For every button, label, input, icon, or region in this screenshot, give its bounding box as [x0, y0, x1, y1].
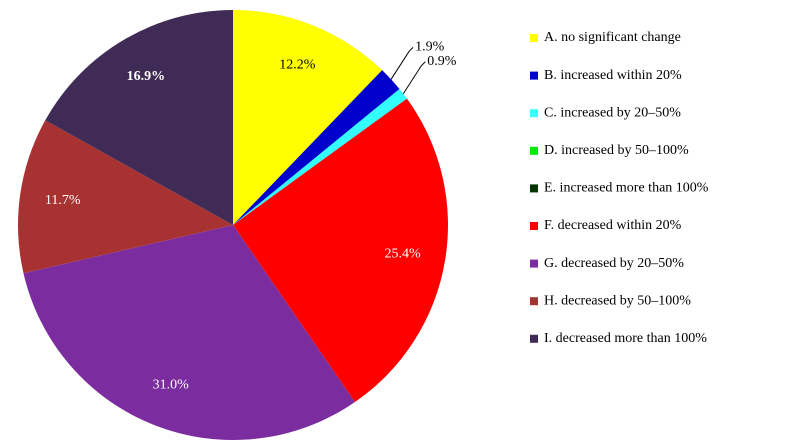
data-label: 31.0%: [153, 378, 190, 393]
legend-label: G. decreased by 20–50%: [544, 256, 684, 271]
pie-slice: [233, 70, 400, 225]
legend-label: E. increased more than 100%: [544, 181, 709, 196]
data-label: 16.9%: [127, 69, 166, 84]
legend-swatch: [530, 184, 538, 193]
legend-swatch: [530, 334, 538, 343]
pie-slice: [45, 10, 234, 225]
legend-label: D. increased by 50–100%: [544, 143, 689, 158]
pie-slice: [233, 88, 407, 226]
data-label: 12.2%: [279, 58, 316, 73]
legend-label: C. increased by 20–50%: [544, 105, 681, 120]
legend-swatch: [530, 34, 538, 42]
legend-label: H. decreased by 50–100%: [544, 293, 691, 308]
legend-swatch: [530, 109, 538, 118]
legend-swatch: [530, 222, 538, 230]
legend-swatch: [530, 259, 538, 268]
legend-label: B. increased within 20%: [544, 68, 682, 83]
legend-swatch: [530, 297, 538, 306]
legend-label: F. decreased within 20%: [544, 218, 682, 233]
legend-label: A. no significant change: [544, 30, 681, 45]
data-label: 0.9%: [427, 54, 457, 69]
pie-slice: [233, 98, 448, 403]
leader-line: [402, 61, 426, 95]
data-label: 11.7%: [45, 193, 81, 208]
data-label: 25.4%: [384, 246, 421, 261]
legend-swatch: [530, 71, 538, 80]
pie-slice: [233, 10, 383, 225]
pie-slice: [23, 225, 355, 441]
leader-line: [390, 46, 414, 80]
pie-slice: [17, 120, 233, 274]
legend-swatch: [530, 146, 538, 155]
legend-label: I. decreased more than 100%: [544, 331, 707, 346]
data-label: 1.9%: [415, 40, 445, 55]
